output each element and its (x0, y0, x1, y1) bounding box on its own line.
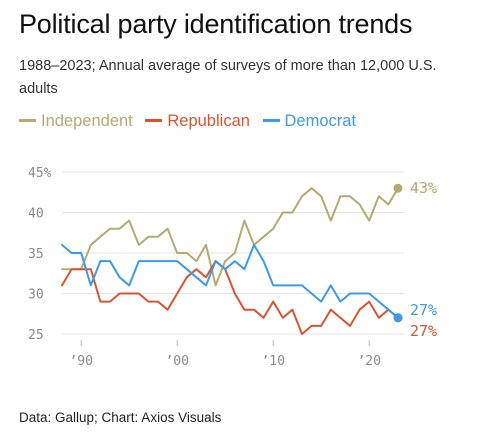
end-dot-democrat (393, 313, 403, 323)
gridlines (62, 171, 404, 335)
y-tick-label: 40 (28, 207, 44, 222)
legend-swatch-republican (145, 119, 163, 123)
y-tick-label: 35 (28, 247, 44, 262)
y-tick-label: 25 (28, 328, 44, 343)
x-tick-label: ’90 (69, 354, 92, 369)
chart-subtitle: 1988–2023; Annual average of surveys of … (19, 58, 437, 97)
legend-item-republican: Republican (145, 112, 250, 131)
end-label-democrat: 27% (410, 301, 437, 319)
legend-swatch-independent (19, 119, 36, 123)
series-line-independent (61, 187, 399, 287)
x-tick-label: ’20 (357, 354, 380, 369)
legend-item-independent: Independent (19, 112, 133, 131)
end-labels: 43% 27% 27% (393, 179, 437, 340)
legend-label-independent: Independent (41, 112, 133, 130)
legend-label-republican: Republican (167, 112, 250, 130)
series-line-democrat (61, 243, 399, 319)
x-tick-label: ’10 (261, 354, 284, 369)
axes: 25 30 35 40 45% ’90 ’00 ’10 ’20 (28, 166, 381, 369)
end-label-republican: 27% (410, 322, 437, 340)
y-tick-label: 30 (28, 288, 44, 303)
end-label-independent: 43% (410, 179, 437, 197)
series-line-republican (61, 260, 399, 335)
chart-title: Political party identification trends (19, 9, 413, 39)
legend-item-democrat: Democrat (262, 112, 357, 131)
end-dot-independent (393, 183, 403, 193)
y-tick-label: 45% (28, 166, 52, 181)
x-tick-label: ’00 (165, 354, 188, 369)
legend-swatch-democrat (262, 119, 280, 123)
legend-label-democrat: Democrat (284, 112, 357, 130)
series-lines (61, 187, 399, 335)
source-note: Data: Gallup; Chart: Axios Visuals (19, 410, 222, 425)
legend: Independent Republican Democrat (19, 112, 364, 131)
